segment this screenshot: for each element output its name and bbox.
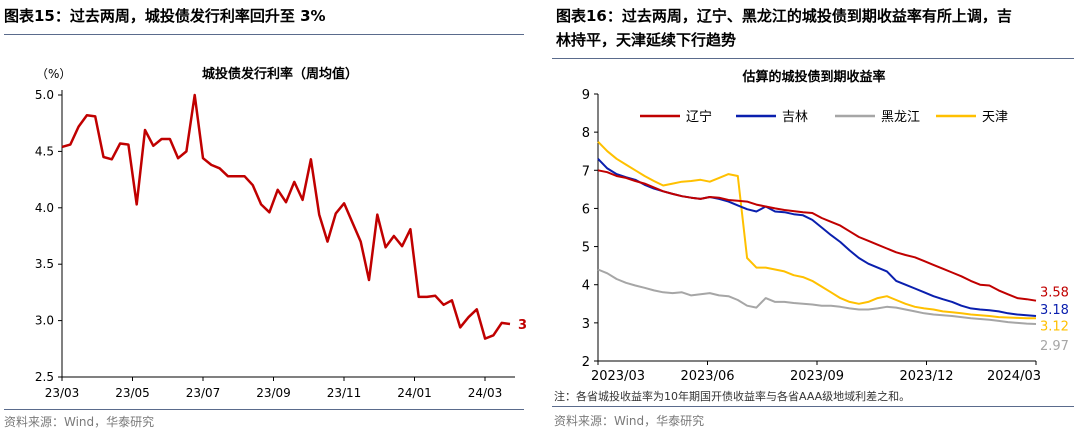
chart1-y-unit: （%）	[36, 67, 71, 81]
right-figure-panel: 图表16：过去两周，辽宁、黑龙江的城投债到期收益率有所上调，吉 林持平，天津延续…	[552, 0, 1080, 437]
chart2-series-line-2	[597, 268, 1037, 325]
chart1-x-tick-label: 23/07	[186, 386, 221, 400]
chart1-x-tick-label: 23/03	[45, 386, 80, 400]
chart2-end-label-0: 3.58	[1040, 286, 1069, 301]
left-title-rule	[4, 34, 524, 35]
chart2-x-tick-label: 2023/06	[680, 369, 734, 384]
chart1-y-tick-label: 3.5	[35, 257, 54, 271]
chart2-y-tick-label: 6	[582, 202, 590, 217]
left-figure-panel: 图表15：过去两周，城投债发行利率回升至 3% 城投债发行利率（周均值） （%）…	[0, 0, 530, 437]
chart1-x-tick-label: 23/11	[327, 386, 362, 400]
chart2-legend-label-3: 天津	[982, 110, 1008, 125]
chart1-x-tick-label: 24/03	[468, 386, 503, 400]
right-source-rule	[552, 406, 1074, 407]
left-source: 资料来源：Wind，华泰研究	[4, 415, 155, 429]
chart1-x-tick-label: 23/09	[256, 386, 291, 400]
left-figure-title-text: 图表15：过去两周，城投债发行利率回升至 3%	[4, 7, 326, 25]
chart1-y-tick-label: 4.0	[35, 201, 54, 215]
chart2-x-tick-label: 2023/03	[591, 369, 645, 384]
chart1-series-line	[61, 93, 511, 340]
chart2-legend-label-2: 黑龙江	[881, 110, 920, 125]
chart2-end-label-2: 2.97	[1040, 339, 1069, 354]
chart2-y-tick-label: 3	[582, 317, 590, 332]
chart2-y-tick-label: 9	[582, 88, 590, 103]
chart2-y-tick-label: 5	[582, 241, 590, 256]
yield-by-province-line-chart: 估算的城投债到期收益率 辽宁 吉林 黑龙江 天津 2 3 4 5 6 7 8 9 2023/03 202…	[582, 69, 1069, 384]
chart2-end-label-1: 3.18	[1040, 303, 1069, 318]
chart2-y-tick-label: 8	[582, 126, 590, 141]
chart2-legend-label-0: 辽宁	[686, 109, 712, 125]
chart2-y-tick-label: 2	[582, 355, 590, 370]
chart1-x-tick-label: 23/05	[115, 386, 150, 400]
chart2-title: 估算的城投债到期收益率	[741, 69, 885, 85]
right-source: 资料来源：Wind，华泰研究	[554, 414, 705, 428]
right-figure-title: 图表16：过去两周，辽宁、黑龙江的城投债到期收益率有所上调，吉 林持平，天津延续…	[556, 4, 1012, 52]
chart1-y-tick-label: 5.0	[35, 88, 54, 102]
chart2-y-tick-label: 7	[582, 164, 590, 179]
chart2-x-tick-label: 2024/03	[987, 369, 1041, 384]
issuance-rate-line-chart: 城投债发行利率（周均值） （%） 2.5 3.0 3.5 4.0 4.5 5.0 23/03…	[35, 66, 527, 400]
right-figure-title-line2: 林持平，天津延续下行趋势	[556, 31, 737, 49]
chart1-title: 城投债发行利率（周均值）	[202, 66, 358, 82]
chart2-end-label-3: 3.12	[1040, 319, 1069, 334]
chart2-x-tick-label: 2023/12	[899, 369, 953, 384]
right-figure-title-line1: 图表16：过去两周，辽宁、黑龙江的城投债到期收益率有所上调，吉	[556, 7, 1012, 25]
chart1-x-tick-label: 24/01	[397, 386, 432, 400]
chart1-y-tick-label: 4.5	[35, 144, 54, 158]
left-figure-title: 图表15：过去两周，城投债发行利率回升至 3%	[4, 4, 326, 28]
right-title-rule	[552, 58, 1074, 59]
chart2-y-tick-label: 4	[582, 279, 590, 294]
chart1-y-tick-label: 2.5	[35, 370, 54, 384]
chart2-series-line-3	[597, 141, 1036, 320]
chart2-legend-label-1: 吉林	[782, 110, 808, 125]
chart1-end-label: 3	[518, 318, 527, 333]
right-note: 注：各省城投收益率为10年期国开债收益率与各省AAA级地域利差之和。	[554, 390, 911, 403]
chart2-series-line-0	[597, 169, 1037, 302]
left-source-rule	[4, 409, 524, 410]
chart2-x-tick-label: 2023/09	[790, 369, 844, 384]
chart1-y-tick-label: 3.0	[35, 314, 54, 328]
